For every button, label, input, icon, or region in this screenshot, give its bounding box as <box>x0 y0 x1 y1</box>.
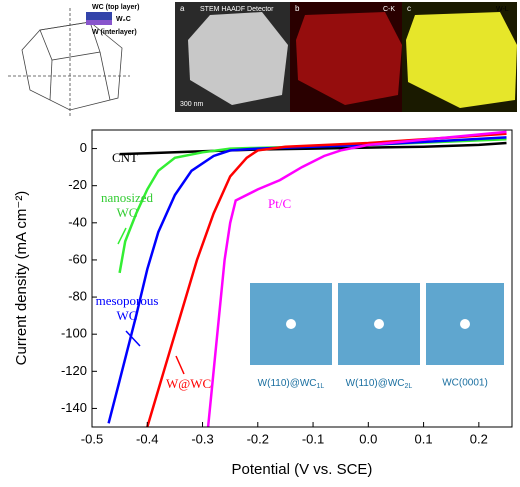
series-line <box>146 132 507 427</box>
x-tick-label: -0.5 <box>81 431 103 446</box>
series-line <box>119 141 507 156</box>
series-annotation: mesoporous WC <box>95 293 159 323</box>
model-label: W(110)@WC2L <box>346 378 413 390</box>
x-tick-label: -0.4 <box>136 431 158 446</box>
scale-bar: 300 nm <box>180 101 204 108</box>
annotation-arrow <box>175 355 185 375</box>
panel-letter: b <box>295 4 300 13</box>
model-images <box>250 283 504 365</box>
crystal-label: W (interlayer) <box>92 29 137 36</box>
y-tick-label: -100 <box>61 326 87 341</box>
x-tick-label: -0.2 <box>247 431 269 446</box>
y-tick-label: -60 <box>68 251 87 266</box>
particle <box>188 12 288 105</box>
label-text: W(110)@WC <box>346 378 405 389</box>
series-annotation: nanosized WC <box>101 190 153 220</box>
label-sub: 2L <box>405 383 413 390</box>
particle <box>406 12 517 108</box>
x-tick-label: 0.2 <box>470 431 488 446</box>
series-line <box>118 138 507 274</box>
x-tick-label: -0.3 <box>191 431 213 446</box>
crystal-label: W₂C <box>116 16 131 23</box>
x-tick-label: 0.0 <box>359 431 377 446</box>
y-tick-label: -80 <box>68 289 87 304</box>
y-tick-label: -140 <box>61 400 87 415</box>
x-axis-label: Potential (V vs. SCE) <box>232 461 373 478</box>
particle <box>296 12 402 105</box>
plot-frame <box>91 129 513 428</box>
series-annotation: Pt/C <box>268 196 292 211</box>
model-label: W(110)@WC1L <box>258 378 325 390</box>
panel-letter: c <box>407 4 411 13</box>
model-label: WC(0001) <box>442 378 488 389</box>
x-tick-label: 0.1 <box>415 431 433 446</box>
y-tick-label: -40 <box>68 214 87 229</box>
label-text: W(110)@WC <box>258 378 317 389</box>
crystal-label: WC (top layer) <box>92 4 139 11</box>
series-annotation: W@WC <box>166 376 212 391</box>
panel-title: STEM HAADF Detector <box>200 6 274 13</box>
y-tick-label: -120 <box>61 363 87 378</box>
panel-title: C-K <box>383 6 395 13</box>
label-sub: 1L <box>317 383 325 390</box>
crystal-diagram <box>8 8 130 118</box>
y-tick-label: 0 <box>80 140 87 155</box>
panel-letter: a <box>180 4 185 13</box>
annotation-arrow <box>117 227 127 245</box>
series-annotation: CNT <box>112 150 138 165</box>
y-axis-label: Current density (mA cm⁻²) <box>13 191 30 366</box>
annotation-arrow <box>125 330 141 347</box>
panel-title: W-L <box>496 6 509 13</box>
series-line <box>206 130 507 427</box>
y-tick-label: -20 <box>68 177 87 192</box>
x-tick-label: -0.1 <box>302 431 324 446</box>
